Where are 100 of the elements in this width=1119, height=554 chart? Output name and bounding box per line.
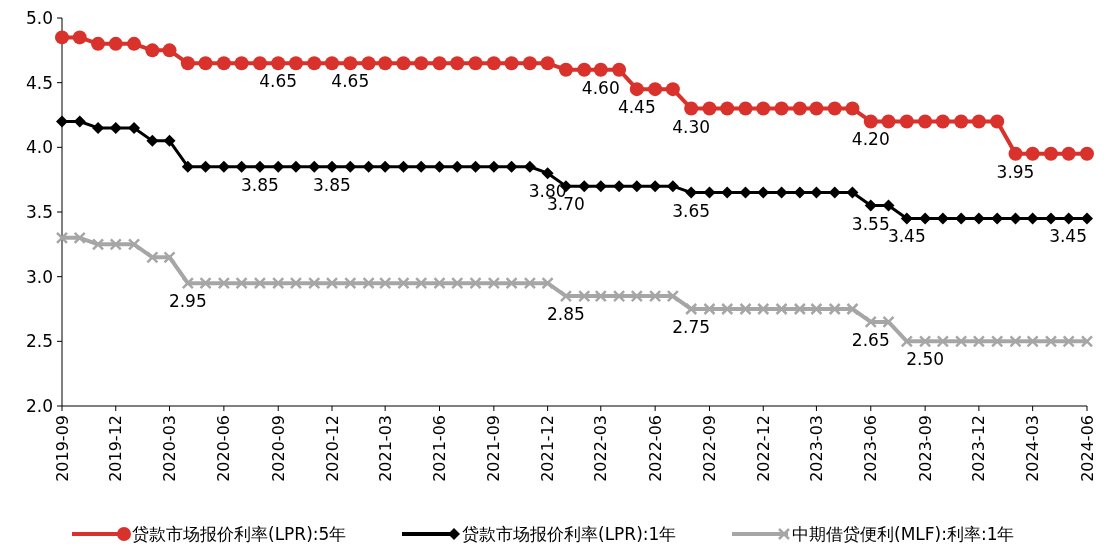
point bbox=[774, 101, 789, 116]
point bbox=[827, 101, 842, 116]
point bbox=[128, 121, 141, 134]
annotation: 4.20 bbox=[851, 129, 890, 150]
x-tick-label: 2020-12 bbox=[322, 415, 342, 482]
point bbox=[792, 101, 807, 116]
point bbox=[217, 276, 231, 290]
point bbox=[469, 276, 482, 290]
point bbox=[793, 302, 807, 316]
point bbox=[163, 251, 176, 264]
point bbox=[972, 335, 986, 348]
point bbox=[702, 101, 717, 116]
point bbox=[648, 289, 662, 303]
x-tick-label: 2022-12 bbox=[753, 415, 773, 482]
point bbox=[809, 101, 824, 116]
point bbox=[433, 160, 446, 173]
point bbox=[451, 160, 464, 173]
point bbox=[756, 101, 771, 116]
point bbox=[845, 101, 860, 116]
point bbox=[612, 289, 626, 303]
point bbox=[344, 276, 357, 290]
point bbox=[954, 114, 969, 129]
annotation: 2.75 bbox=[672, 317, 711, 337]
x-tick-label: 2021-09 bbox=[484, 415, 504, 482]
x-tick-label: 2019-09 bbox=[52, 415, 72, 482]
point bbox=[612, 62, 627, 77]
point bbox=[864, 199, 877, 212]
legend-label: 中期借贷便利(MLF):利率:1年 bbox=[792, 523, 1015, 544]
point bbox=[127, 36, 142, 51]
point bbox=[757, 302, 770, 316]
point bbox=[881, 114, 896, 129]
point bbox=[684, 101, 699, 116]
point bbox=[344, 160, 357, 173]
point bbox=[198, 56, 213, 71]
point bbox=[775, 302, 788, 316]
point bbox=[630, 180, 643, 193]
point bbox=[55, 30, 69, 45]
point bbox=[863, 114, 878, 129]
point bbox=[899, 114, 914, 129]
point bbox=[593, 62, 608, 77]
point bbox=[990, 335, 1004, 348]
point bbox=[1081, 212, 1093, 225]
point bbox=[181, 160, 194, 173]
point bbox=[522, 56, 537, 71]
point bbox=[362, 276, 375, 290]
point bbox=[146, 134, 159, 147]
point bbox=[990, 114, 1005, 129]
point bbox=[971, 114, 986, 129]
point bbox=[199, 276, 212, 290]
point bbox=[308, 276, 321, 290]
point bbox=[810, 302, 823, 316]
point bbox=[362, 160, 375, 173]
point bbox=[629, 82, 644, 97]
y-tick-label: 3.0 bbox=[25, 266, 53, 287]
annotation: 3.45 bbox=[1049, 226, 1087, 247]
point bbox=[577, 62, 592, 77]
annotation: 4.65 bbox=[259, 71, 298, 92]
point bbox=[864, 315, 878, 329]
point bbox=[91, 238, 105, 251]
annotation: 3.65 bbox=[672, 200, 711, 221]
annotation: 4.30 bbox=[672, 116, 711, 137]
point bbox=[235, 276, 248, 290]
point bbox=[703, 302, 716, 316]
point bbox=[504, 56, 519, 71]
point bbox=[505, 160, 518, 173]
point bbox=[432, 56, 447, 71]
point bbox=[396, 56, 411, 71]
point bbox=[73, 231, 86, 245]
point bbox=[414, 56, 429, 71]
annotation: 4.60 bbox=[581, 77, 620, 98]
point bbox=[486, 56, 501, 71]
annotation: 4.45 bbox=[617, 97, 656, 118]
x-tick-label: 2020-03 bbox=[160, 415, 180, 482]
point bbox=[918, 114, 933, 129]
point bbox=[578, 180, 591, 193]
point bbox=[271, 56, 286, 71]
x-tick-label: 2022-06 bbox=[645, 415, 665, 482]
point bbox=[846, 302, 859, 316]
x-tick-label: 2023-06 bbox=[861, 415, 881, 482]
point bbox=[900, 335, 914, 348]
point bbox=[378, 276, 392, 290]
annotation: 3.85 bbox=[313, 174, 351, 195]
y-tick-label: 4.0 bbox=[25, 137, 53, 158]
x-tick-label: 2021-06 bbox=[430, 415, 450, 482]
y-tick-label: 4.5 bbox=[25, 72, 53, 93]
point bbox=[234, 56, 249, 71]
x-tick-label: 2023-12 bbox=[969, 415, 989, 482]
x-tick-label: 2024-06 bbox=[1077, 415, 1097, 482]
point bbox=[433, 276, 446, 290]
y-tick-label: 5.0 bbox=[25, 7, 53, 28]
legend-label: 贷款市场报价利率(LPR):1年 bbox=[462, 523, 677, 544]
point bbox=[397, 276, 410, 290]
point bbox=[271, 276, 285, 290]
annotation: 3.85 bbox=[240, 174, 279, 195]
point bbox=[468, 56, 483, 71]
x-tick-label: 2024-03 bbox=[1023, 415, 1043, 482]
point bbox=[720, 101, 735, 116]
x-tick-label: 2021-03 bbox=[375, 415, 395, 482]
x-tick-label: 2023-03 bbox=[807, 415, 827, 482]
point bbox=[1080, 335, 1094, 348]
